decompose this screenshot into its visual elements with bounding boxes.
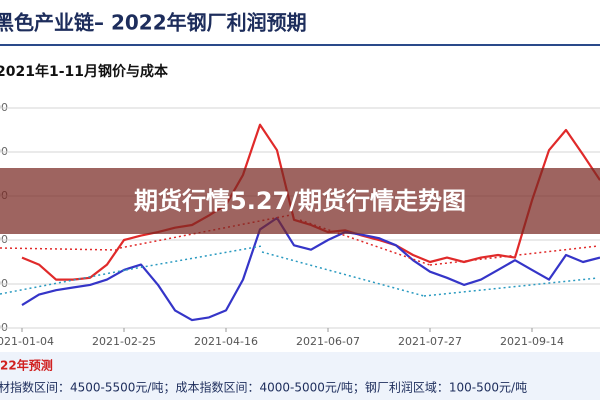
x-tick-label: 2021-06-07 <box>296 335 360 348</box>
series-line <box>21 216 600 322</box>
trend-arrow <box>0 269 127 295</box>
trend-arrow <box>429 245 599 266</box>
trend-arrow <box>125 245 263 271</box>
trend-arrow <box>423 277 599 297</box>
page-title: 黑色产业链– 2022年钢厂利润预期 <box>0 11 307 35</box>
x-tick-label: 2021-07-27 <box>398 335 462 348</box>
x-tick-label: 2021-04-16 <box>194 335 258 348</box>
trend-arrows <box>0 213 599 297</box>
x-tick-label: 2021-01-04 <box>0 335 54 348</box>
banner-text: 期货行情5.27/期货行情走势图 <box>134 187 466 215</box>
header-rule <box>0 44 600 46</box>
banner <box>0 168 600 234</box>
x-tick-label: 2021-09-14 <box>500 335 564 348</box>
x-tick-label: 2021-02-25 <box>92 335 156 348</box>
footer-bg <box>0 352 600 400</box>
chart-subtitle: 2021年1-11月钢价与成本 <box>0 63 169 80</box>
forecast-label: 22年预测 <box>0 358 53 373</box>
forecast-text: 材指数区间：4500-5500元/吨；成本指数区间：4000-5000元/吨；钢… <box>0 380 527 395</box>
